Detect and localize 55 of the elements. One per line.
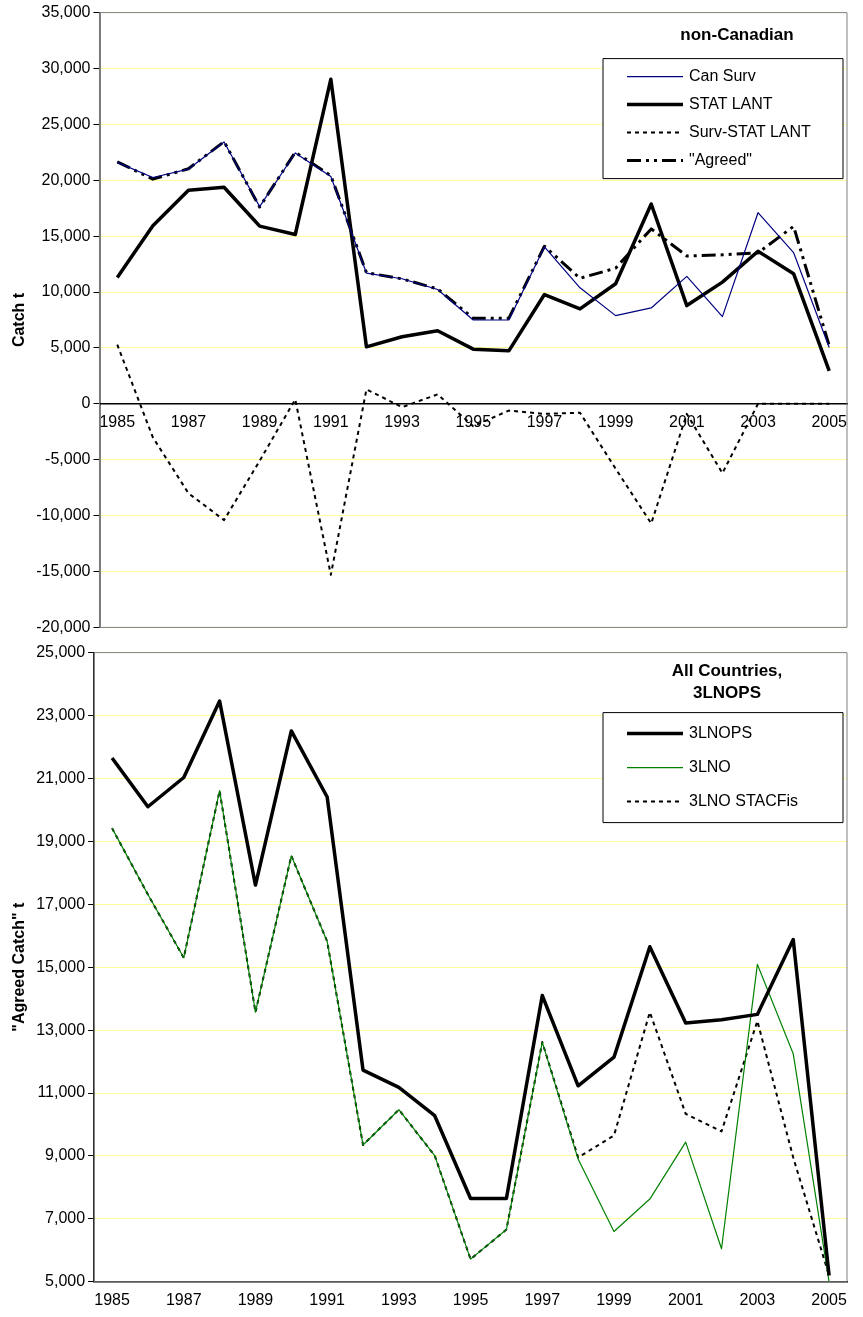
x-tick-label: 2005 [811,1290,847,1308]
y-tick-label: 17,000 [36,894,86,912]
y-tick-label: 21,000 [36,768,86,786]
y-tick-label: 7,000 [45,1209,86,1227]
legend-label: Can Surv [689,67,756,85]
x-tick-label: 1985 [94,1290,130,1308]
y-tick-label: 23,000 [36,705,86,723]
x-tick-label: 1991 [309,1290,346,1308]
y-axis-title: "Agreed Catch" t [10,902,28,1032]
x-tick-label: 1995 [452,1290,489,1308]
y-tick-label: 15,000 [36,957,86,975]
x-tick-label: 1985 [99,412,136,430]
x-tick-label: 2005 [811,412,848,430]
x-tick-label: 1989 [241,412,278,430]
y-tick-label: -15,000 [36,561,91,579]
y-tick-label: 0 [81,394,91,412]
y-tick-label: 25,000 [36,643,86,661]
legend-label: "Agreed" [689,151,752,169]
y-tick-label: -10,000 [36,506,91,524]
y-tick-label: 20,000 [41,170,91,188]
x-tick-label: 1997 [526,412,563,430]
text: All Countries, 3LNOPS [671,660,783,702]
y-tick-label: -5,000 [45,450,91,468]
x-tick-label: 1989 [237,1290,274,1308]
legend-label: 3LNO [689,758,731,776]
x-tick-label: 1993 [384,412,420,430]
x-tick-label: 2001 [667,1290,704,1308]
x-tick-label: 2003 [739,1290,776,1308]
y-tick-label: 5,000 [45,1272,86,1290]
text: non-Canadian [680,24,794,44]
y-tick-label: 25,000 [41,114,91,132]
y-tick-label: 13,000 [36,1020,86,1038]
y-tick-label: 10,000 [41,282,91,300]
legend-label: Surv-STAT LANT [689,123,812,141]
y-tick-label: 5,000 [50,338,91,356]
x-tick-label: 2001 [669,412,705,430]
y-tick-label: 15,000 [41,226,91,244]
y-tick-label: 35,000 [41,3,91,21]
y-tick-label: 11,000 [37,1083,86,1101]
x-tick-label: 1999 [596,1290,632,1308]
y-tick-label: 19,000 [36,831,86,849]
x-tick-label: 1993 [381,1290,417,1308]
legend-label: 3LNOPS [689,724,753,742]
legend-label: STAT LANT [689,95,773,113]
y-tick-label: -20,000 [36,617,91,635]
x-tick-label: 1991 [313,412,349,430]
legend-label: 3LNO STACFis [689,792,799,810]
y-axis-title: Catch t [10,292,28,348]
x-tick-label: 2003 [740,412,776,430]
x-tick-label: 1987 [165,1290,202,1308]
x-tick-label: 1999 [597,412,634,430]
x-tick-label: 1987 [170,412,207,430]
y-tick-label: 9,000 [45,1146,86,1164]
x-tick-label: 1997 [524,1290,561,1308]
y-tick-label: 30,000 [41,58,91,76]
